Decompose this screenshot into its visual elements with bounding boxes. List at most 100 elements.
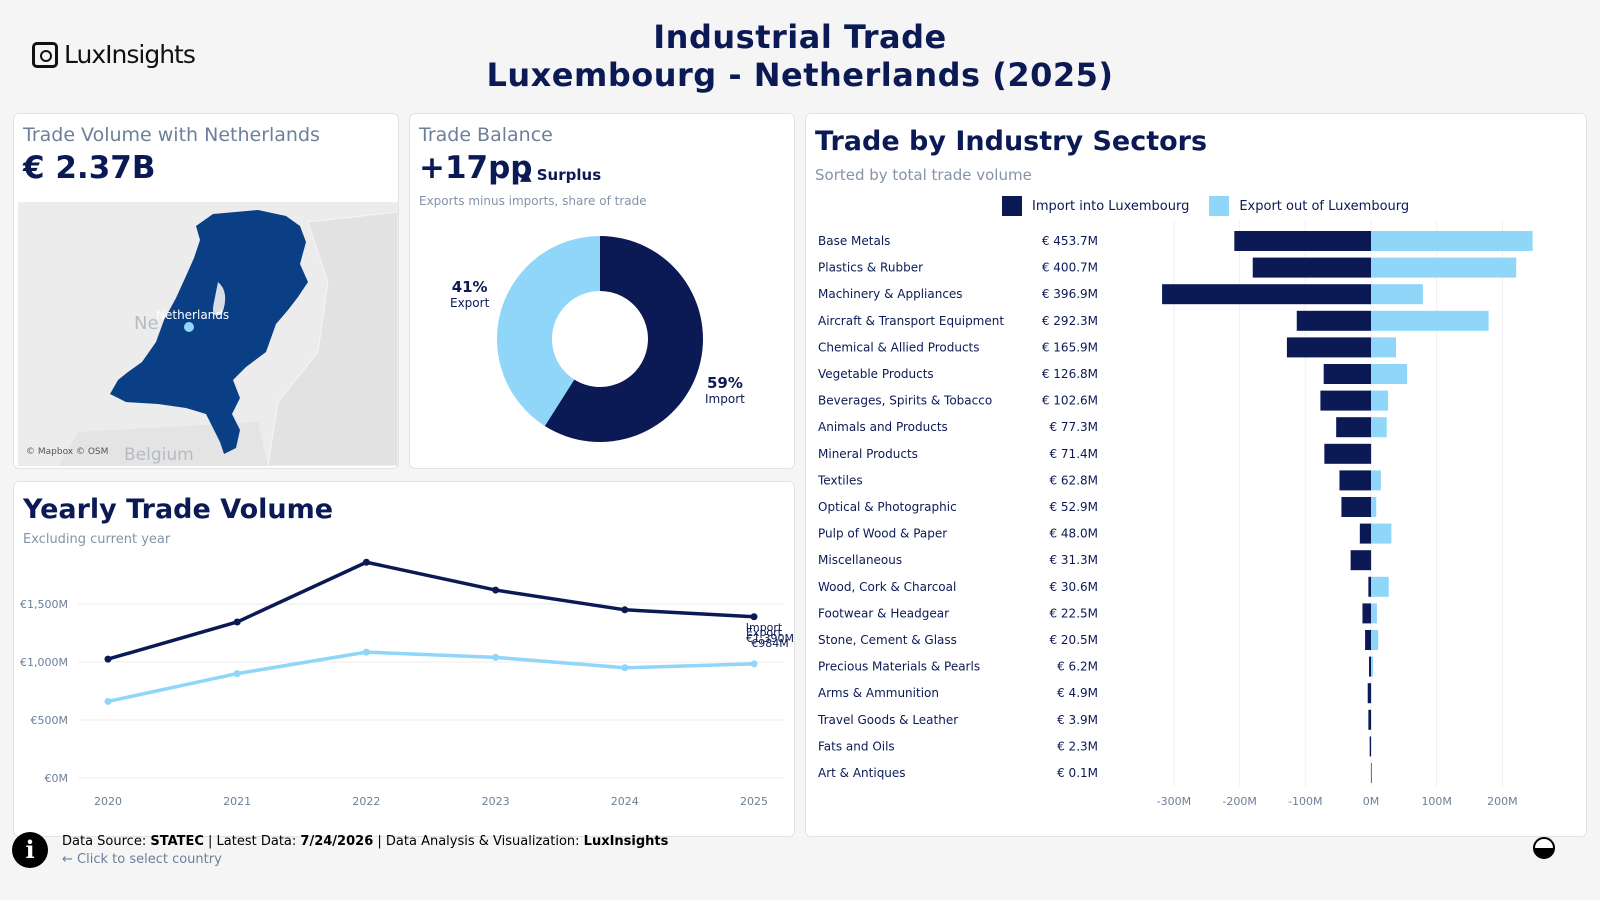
- theme-toggle-icon[interactable]: [1533, 837, 1555, 859]
- sector-total: € 102.6M: [1042, 394, 1098, 408]
- footer: i Data Source: STATEC | Latest Data: 7/2…: [12, 832, 668, 868]
- bar-import[interactable]: [1368, 576, 1371, 597]
- bar-import[interactable]: [1162, 284, 1371, 305]
- sector-total: € 4.9M: [1057, 686, 1098, 700]
- sector-label: Machinery & Appliances: [818, 287, 963, 301]
- x-tick-label: 2025: [740, 795, 768, 808]
- bar-export[interactable]: [1371, 390, 1389, 411]
- x-tick-label: 2020: [94, 795, 122, 808]
- legend-import-swatch: [1002, 196, 1022, 216]
- bar-import[interactable]: [1362, 603, 1371, 624]
- line-point[interactable]: [750, 613, 758, 621]
- bar-import[interactable]: [1350, 550, 1371, 571]
- sector-label: Precious Materials & Pearls: [818, 660, 980, 674]
- bar-export[interactable]: [1371, 630, 1379, 650]
- brand-logo[interactable]: LuxInsights: [32, 40, 196, 69]
- bar-export[interactable]: [1371, 284, 1423, 305]
- line-point[interactable]: [362, 558, 370, 566]
- line-point[interactable]: [621, 606, 629, 614]
- line-series-import[interactable]: [107, 560, 755, 661]
- end-label-name: Export: [746, 626, 783, 639]
- bar-import[interactable]: [1365, 630, 1371, 650]
- bar-import[interactable]: [1367, 683, 1371, 704]
- x-tick-label: 2024: [611, 795, 639, 808]
- sector-total: € 0.1M: [1057, 766, 1098, 780]
- sector-total: € 30.6M: [1049, 580, 1098, 594]
- sector-total: € 2.3M: [1057, 739, 1098, 753]
- sector-label: Plastics & Rubber: [818, 261, 923, 275]
- bar-export[interactable]: [1371, 656, 1373, 677]
- sector-total: € 400.7M: [1042, 261, 1098, 275]
- bar-export[interactable]: [1371, 310, 1489, 331]
- donut-slice-export[interactable]: [497, 236, 600, 426]
- bar-import[interactable]: [1234, 231, 1371, 251]
- line-point[interactable]: [233, 670, 241, 678]
- trade-balance-label: Trade Balance: [419, 124, 553, 146]
- import-share-label: 59% Import: [705, 374, 745, 406]
- bar-export[interactable]: [1371, 231, 1533, 251]
- bar-export[interactable]: [1371, 417, 1387, 438]
- legend-export-swatch: [1209, 196, 1230, 216]
- bar-import[interactable]: [1369, 656, 1371, 677]
- bar-export[interactable]: [1371, 443, 1372, 464]
- bar-export[interactable]: [1371, 337, 1396, 358]
- country-map[interactable]: Ne Netherlands Belgium © Mapbox © OSM: [18, 202, 398, 466]
- bar-export[interactable]: [1371, 736, 1372, 757]
- bar-import[interactable]: [1336, 417, 1371, 438]
- bar-export[interactable]: [1371, 550, 1372, 571]
- line-series-export[interactable]: [107, 650, 755, 704]
- footer-source-line: Data Source: STATEC | Latest Data: 7/24/…: [62, 833, 669, 849]
- line-point[interactable]: [233, 618, 241, 626]
- sectors-legend: Import into Luxembourg Export out of Lux…: [1002, 196, 1409, 216]
- sector-total: € 165.9M: [1042, 340, 1098, 354]
- bar-import[interactable]: [1323, 364, 1371, 384]
- bar-import[interactable]: [1369, 736, 1371, 757]
- bar-import[interactable]: [1324, 443, 1371, 464]
- bar-export[interactable]: [1371, 763, 1372, 783]
- sector-label: Pulp of Wood & Paper: [818, 527, 947, 541]
- line-point[interactable]: [104, 697, 112, 705]
- line-point[interactable]: [621, 664, 629, 672]
- x-tick-label: 0M: [1363, 795, 1380, 808]
- sector-total: € 292.3M: [1042, 314, 1098, 328]
- trade-volume-label: Trade Volume with Netherlands: [23, 124, 320, 146]
- bar-export[interactable]: [1371, 257, 1517, 278]
- bar-export[interactable]: [1371, 497, 1377, 517]
- sector-total: € 22.5M: [1049, 606, 1098, 620]
- netherlands-shape: [110, 210, 308, 454]
- sector-label: Miscellaneous: [818, 553, 902, 567]
- sector-label: Base Metals: [818, 234, 890, 248]
- bar-import[interactable]: [1359, 523, 1371, 544]
- line-point[interactable]: [362, 648, 370, 656]
- donut-slice-import[interactable]: [544, 236, 703, 442]
- bar-import[interactable]: [1368, 709, 1371, 730]
- bar-import[interactable]: [1339, 470, 1371, 491]
- line-point[interactable]: [492, 586, 500, 594]
- bar-export[interactable]: [1371, 364, 1408, 384]
- balance-donut-chart[interactable]: [495, 234, 705, 444]
- sector-total: € 3.9M: [1057, 713, 1098, 727]
- bar-import[interactable]: [1320, 390, 1371, 411]
- sector-total: € 396.9M: [1042, 287, 1098, 301]
- bar-export[interactable]: [1371, 683, 1372, 704]
- bar-export[interactable]: [1371, 523, 1392, 544]
- line-point[interactable]: [492, 653, 500, 661]
- end-label-name: Import: [746, 621, 783, 634]
- bar-export[interactable]: [1371, 470, 1381, 491]
- bar-import[interactable]: [1286, 337, 1371, 358]
- bar-export[interactable]: [1371, 603, 1377, 624]
- sectors-bar-chart[interactable]: -300M -200M -100M 0M 100M 200M Base Metals € 45…: [806, 114, 1587, 837]
- bar-export[interactable]: [1371, 709, 1372, 730]
- bar-import[interactable]: [1296, 310, 1371, 331]
- bar-export[interactable]: [1371, 576, 1389, 597]
- sector-total: € 71.4M: [1049, 447, 1098, 461]
- line-point[interactable]: [750, 660, 758, 668]
- yearly-line-chart[interactable]: €0M €500M €1,000M €1,500M 2020 2021 2022 2023 20…: [14, 482, 795, 837]
- map-prefix-label: Ne: [134, 313, 159, 334]
- bar-import[interactable]: [1341, 497, 1371, 517]
- info-icon[interactable]: i: [12, 832, 48, 868]
- x-tick-label: -200M: [1222, 795, 1256, 808]
- bar-import[interactable]: [1252, 257, 1371, 278]
- select-country-link[interactable]: ← Click to select country: [62, 851, 222, 867]
- line-point[interactable]: [104, 655, 112, 663]
